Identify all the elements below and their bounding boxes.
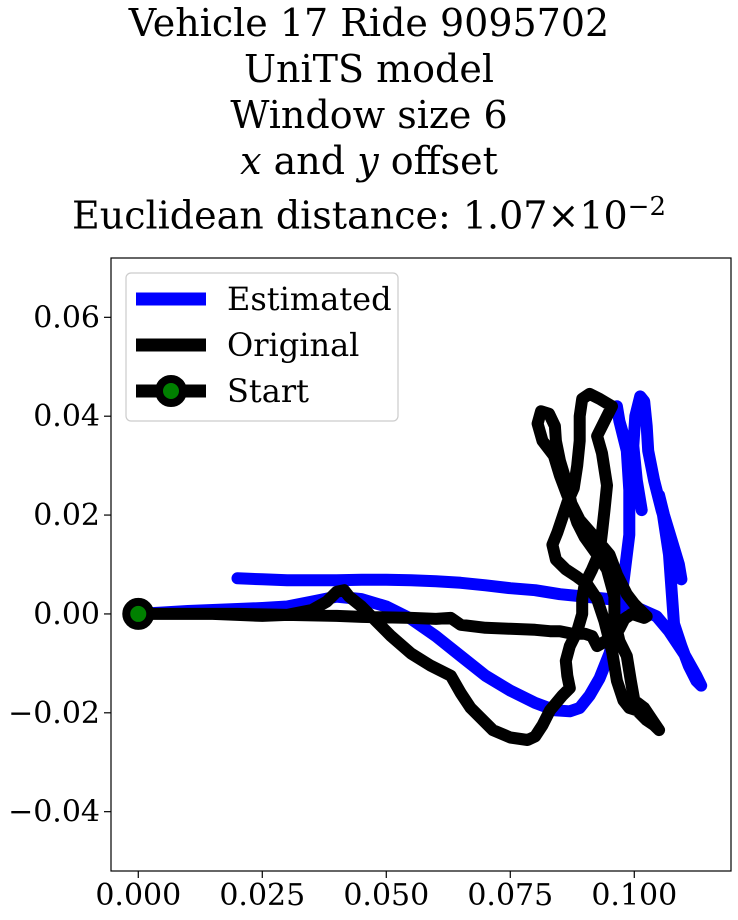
title-line-3: Window size 6 <box>230 93 508 137</box>
legend-marker-start <box>155 375 187 407</box>
y-tick-label: 0.02 <box>33 498 100 533</box>
y-tick-label: −0.04 <box>8 795 100 830</box>
series-line-estimated <box>132 390 708 718</box>
x-tick-label: 0.075 <box>467 878 553 913</box>
start-marker <box>122 597 155 630</box>
y-tick-label: 0.06 <box>33 300 100 335</box>
title-exponent: −2 <box>627 192 666 222</box>
series-layer <box>132 387 708 746</box>
title-offset: offset <box>378 139 498 183</box>
start-layer <box>122 597 155 630</box>
legend-label-estimated: Estimated <box>227 280 392 318</box>
y-tick-label: 0.00 <box>33 597 100 632</box>
y-tick-label: −0.02 <box>8 696 100 731</box>
x-tick-label: 0.000 <box>95 878 181 913</box>
x-axis: 0.000 0.025 0.050 0.075 0.100 <box>95 871 677 913</box>
y-tick-label: 0.04 <box>33 399 100 434</box>
title-and: and <box>261 139 358 183</box>
title-line-1: Vehicle 17 Ride 9095702 <box>128 1 610 45</box>
title-line-5: Euclidean distance: 1.07×10−2 <box>0 184 738 238</box>
title-times: × <box>547 193 580 238</box>
title-y-var: y <box>357 139 379 183</box>
x-tick-label: 0.100 <box>591 878 677 913</box>
legend-label-start: Start <box>227 372 309 410</box>
chart-title: Vehicle 17 Ride 9095702 UniTS model Wind… <box>0 0 738 238</box>
plot-frame <box>110 257 732 872</box>
title-line-2: UniTS model <box>244 47 494 91</box>
legend-box <box>125 272 399 422</box>
title-x-var: x <box>240 139 262 183</box>
legend-label-original: Original <box>227 326 359 364</box>
title-line-4: x and y offset <box>0 138 738 184</box>
x-tick-label: 0.050 <box>343 878 429 913</box>
legend: Estimated Original Start <box>125 272 399 422</box>
y-axis: −0.04 −0.02 0.00 0.02 0.04 0.06 <box>8 300 111 830</box>
series-line-original <box>132 387 666 746</box>
title-base: 10 <box>579 193 628 238</box>
x-tick-label: 0.025 <box>219 878 305 913</box>
title-distance-prefix: Euclidean distance: <box>72 193 463 238</box>
title-mantissa: 1.07 <box>462 193 548 238</box>
